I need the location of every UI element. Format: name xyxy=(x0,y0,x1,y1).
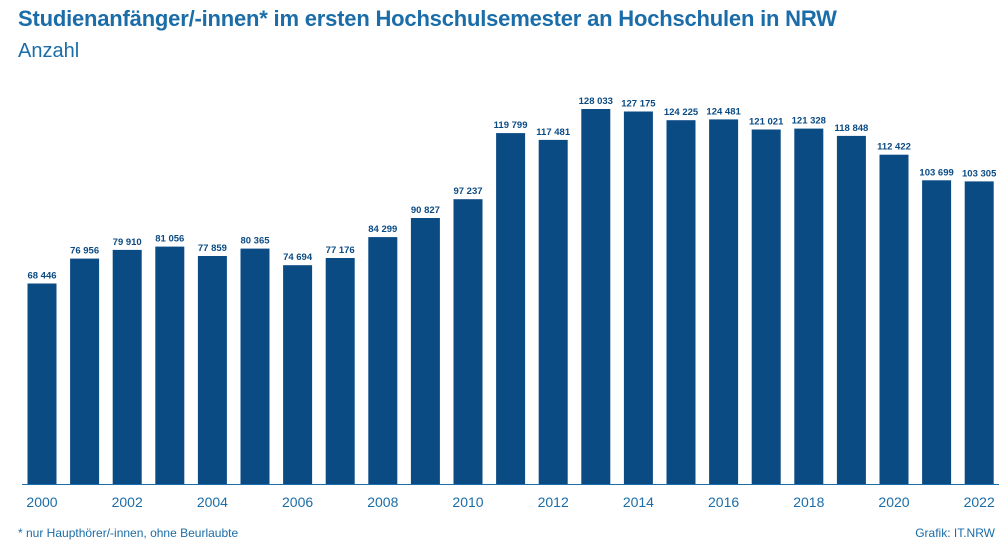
bar-2019 xyxy=(836,135,866,484)
bar-2018 xyxy=(794,128,824,484)
bar-2003 xyxy=(155,246,185,484)
footnote: * nur Haupthörer/-innen, ohne Beurlaubte xyxy=(18,526,239,540)
bar-2002 xyxy=(112,249,142,484)
x-tick-label-2004: 2004 xyxy=(197,494,228,510)
value-label-2001: 76 956 xyxy=(70,246,99,257)
value-label-2013: 128 033 xyxy=(579,96,613,107)
bar-2013 xyxy=(581,109,611,484)
value-label-2020: 112 422 xyxy=(877,142,911,153)
bar-2012 xyxy=(538,139,568,484)
x-tick-label-2000: 2000 xyxy=(26,494,57,510)
bar-2010 xyxy=(453,199,483,484)
bar-2011 xyxy=(496,133,526,484)
value-label-2009: 90 827 xyxy=(411,205,440,216)
value-label-2017: 121 021 xyxy=(749,117,784,128)
value-label-2008: 84 299 xyxy=(368,224,397,235)
value-label-2016: 124 481 xyxy=(706,106,741,117)
x-tick-label-2010: 2010 xyxy=(452,494,483,510)
x-tick-label-2012: 2012 xyxy=(538,494,569,510)
chart-subtitle: Anzahl xyxy=(18,40,80,62)
x-tick-label-2006: 2006 xyxy=(282,494,313,510)
value-label-2010: 97 237 xyxy=(453,186,482,197)
value-label-2022: 103 305 xyxy=(962,168,997,179)
bar-2005 xyxy=(240,248,270,484)
bar-2015 xyxy=(666,120,696,484)
value-label-2000: 68 446 xyxy=(27,271,56,282)
value-label-2006: 74 694 xyxy=(283,252,313,263)
x-tick-label-2018: 2018 xyxy=(793,494,824,510)
x-tick-label-2002: 2002 xyxy=(112,494,143,510)
bar-2000 xyxy=(27,283,57,484)
value-label-2019: 118 848 xyxy=(834,123,868,134)
bar-2004 xyxy=(197,256,227,484)
bar-2021 xyxy=(922,180,952,485)
value-label-2014: 127 175 xyxy=(621,99,656,110)
x-tick-label-2020: 2020 xyxy=(878,494,909,510)
value-label-2012: 117 481 xyxy=(536,127,571,138)
value-label-2007: 77 176 xyxy=(326,245,355,256)
bar-chart: 68 446 76 956 79 910 81 056 77 859 80 365 74 6… xyxy=(22,96,999,510)
value-label-2004: 77 859 xyxy=(198,243,227,254)
chart-title: Studienanfänger/-innen* im ersten Hochsc… xyxy=(18,6,837,31)
bar-2008 xyxy=(368,237,398,484)
bar-2020 xyxy=(879,154,909,484)
bar-2001 xyxy=(70,258,100,484)
bar-2022 xyxy=(964,181,994,484)
bar-2006 xyxy=(283,265,313,484)
value-label-2021: 103 699 xyxy=(919,167,953,178)
bar-2009 xyxy=(410,218,440,484)
bar-2007 xyxy=(325,258,355,484)
x-tick-label-2008: 2008 xyxy=(367,494,398,510)
bar-2016 xyxy=(709,119,739,485)
value-label-2015: 124 225 xyxy=(664,107,699,118)
value-label-2005: 80 365 xyxy=(240,236,270,247)
value-label-2011: 119 799 xyxy=(494,120,528,131)
x-tick-label-2022: 2022 xyxy=(964,494,995,510)
value-label-2018: 121 328 xyxy=(792,116,826,127)
x-tick-label-2014: 2014 xyxy=(623,494,654,510)
source-credit: Grafik: IT.NRW xyxy=(915,526,995,540)
value-label-2003: 81 056 xyxy=(155,234,184,245)
bar-2014 xyxy=(623,111,653,484)
x-tick-label-2016: 2016 xyxy=(708,494,739,510)
bar-2017 xyxy=(751,129,781,484)
value-label-2002: 79 910 xyxy=(113,237,142,248)
